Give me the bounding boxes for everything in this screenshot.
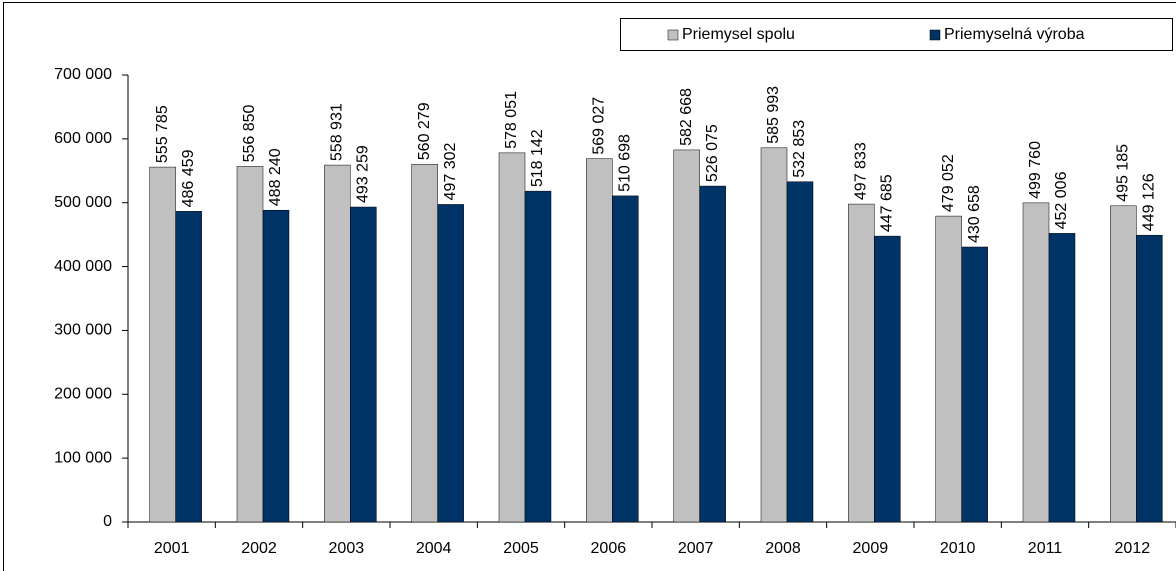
value-label: 493 259 [355,145,372,203]
x-tick-label: 2008 [765,540,801,557]
value-label: 495 185 [1115,144,1132,202]
x-tick-label: 2010 [940,540,976,557]
bar [437,204,464,523]
x-tick-label: 2011 [1028,540,1063,557]
legend-label: Priemyselná výroba [944,26,1085,43]
legend-swatch [667,29,679,41]
legend-label: Priemysel spolu [682,26,795,43]
y-tick-label: 700 000 [54,66,112,83]
value-label: 497 833 [853,142,870,200]
value-label: 532 853 [791,120,808,178]
value-label: 560 279 [416,102,433,160]
x-tick-label: 2006 [591,540,627,557]
bar [262,209,290,523]
value-label: 430 658 [966,185,983,243]
x-tick-label: 2001 [154,540,190,557]
value-label: 510 698 [617,134,634,192]
bar [760,147,788,523]
value-label: 518 142 [529,129,546,187]
y-tick-label: 500 000 [54,194,112,211]
bar [961,246,988,523]
y-tick-label: 200 000 [54,386,112,403]
x-tick-label: 2003 [329,540,365,557]
x-tick-label: 2007 [678,540,714,557]
value-label: 555 785 [154,105,171,163]
bar [350,206,377,523]
x-tick-label: 2009 [853,540,889,557]
value-label: 479 052 [940,154,957,212]
value-label: 526 075 [704,124,721,182]
x-tick-label: 2002 [241,540,277,557]
bar [786,181,814,523]
y-tick-label: 0 [103,513,112,530]
value-label: 486 459 [180,149,197,207]
value-label: 556 850 [241,104,258,162]
bar [175,211,202,523]
value-label: 447 685 [879,174,896,232]
x-tick-label: 2004 [416,540,452,557]
value-label: 497 302 [442,142,459,200]
bar [673,149,700,523]
y-tick-label: 100 000 [54,449,112,466]
bar [612,195,639,523]
bar [874,235,901,523]
legend-box [620,18,1173,51]
bar [699,185,726,523]
bar [1022,202,1050,523]
x-tick-label: 2005 [503,540,539,557]
value-label: 585 993 [765,86,782,144]
value-label: 452 006 [1053,171,1070,229]
value-label: 488 240 [267,148,284,206]
legend-swatch [929,29,941,41]
bar [1136,234,1163,523]
bar [1048,233,1076,523]
value-label: 449 126 [1141,173,1158,231]
value-label: 578 051 [503,91,520,149]
bar [848,203,875,523]
bar [149,166,176,523]
bar [236,166,264,523]
value-label: 558 931 [329,103,346,161]
bar [1110,205,1137,523]
y-tick-label: 600 000 [54,130,112,147]
bar [411,163,438,523]
y-tick-label: 400 000 [54,258,112,275]
value-label: 569 027 [591,97,608,155]
bar [324,164,351,523]
bar [586,158,613,523]
bar [524,190,552,523]
bar [498,152,526,523]
x-tick-label: 2012 [1115,540,1151,557]
value-label: 582 668 [678,88,695,146]
value-label: 499 760 [1027,141,1044,199]
y-tick-label: 300 000 [54,322,112,339]
bar [935,215,962,523]
chart-frame [3,2,1176,571]
